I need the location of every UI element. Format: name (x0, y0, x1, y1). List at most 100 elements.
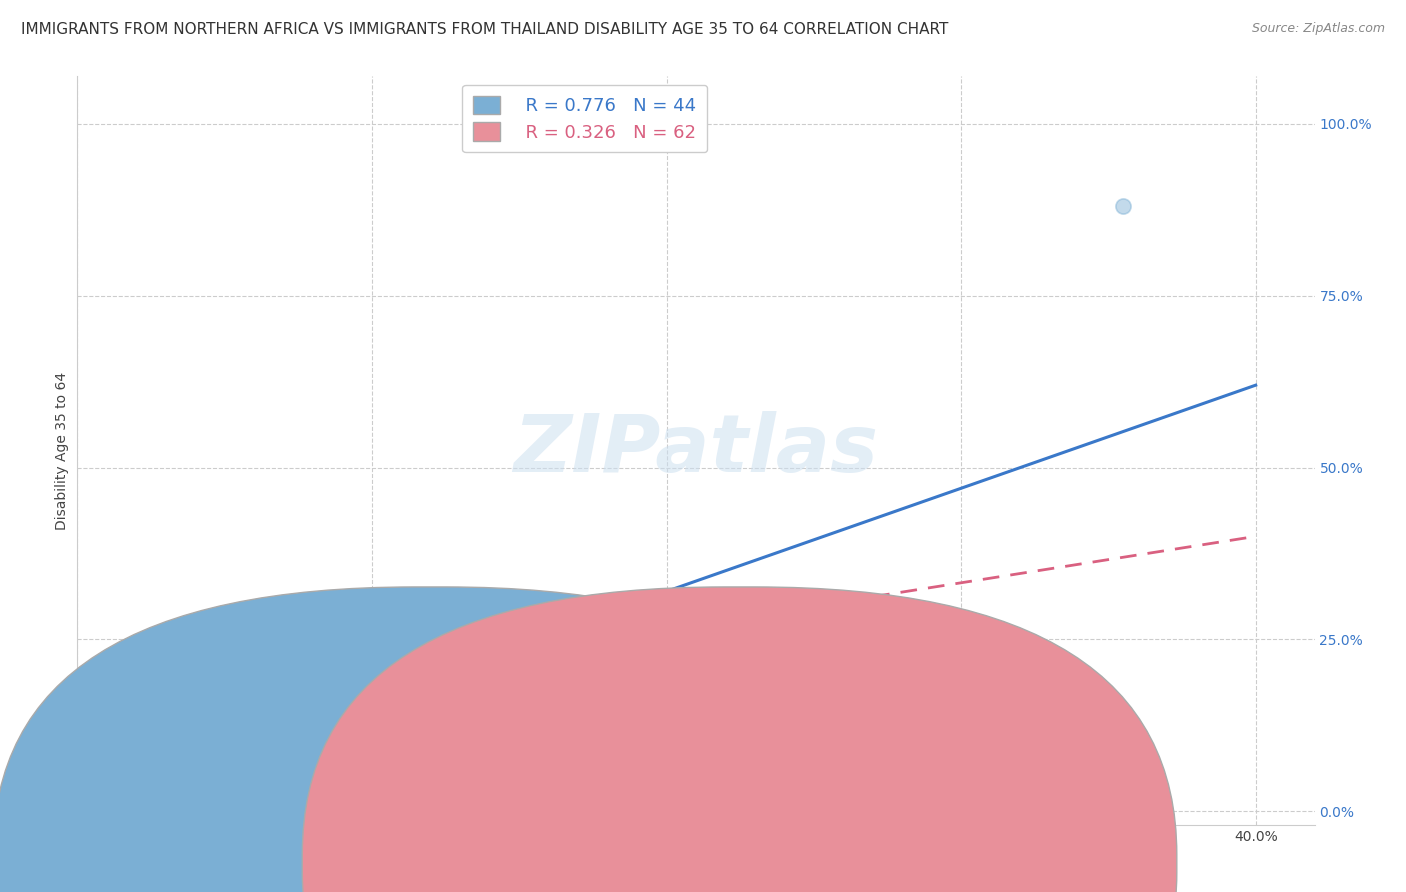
Point (382, 720, 405, 734)
Point (77, 786, 100, 800)
Point (574, 735, 596, 749)
Point (124, 750, 146, 764)
Point (132, 760, 155, 774)
Point (891, 641, 914, 656)
Point (79, 753, 101, 767)
Point (434, 701, 457, 715)
Point (474, 772, 496, 787)
Point (180, 739, 202, 753)
Point (278, 737, 301, 751)
Point (72, 759, 94, 773)
Point (73, 739, 96, 754)
Point (485, 770, 508, 784)
Point (83, 797, 105, 812)
Point (79, 797, 101, 812)
Point (111, 743, 134, 757)
Point (86, 764, 108, 778)
Point (91, 797, 114, 812)
Text: ZIPatlas: ZIPatlas (513, 411, 879, 490)
Point (278, 797, 301, 812)
Point (148, 797, 170, 812)
Point (93, 787, 115, 801)
Point (69, 756, 91, 771)
Point (117, 739, 139, 753)
Point (101, 789, 124, 804)
Point (1112, 199, 1135, 213)
Point (404, 741, 426, 756)
Point (69, 749, 91, 764)
Point (134, 797, 156, 812)
Point (509, 640, 531, 655)
Point (121, 741, 143, 756)
Text: Immigrants from Thailand: Immigrants from Thailand (766, 858, 946, 872)
Point (515, 765, 537, 780)
Point (214, 797, 236, 812)
Point (891, 726, 914, 740)
Point (924, 720, 946, 734)
Point (596, 694, 619, 708)
Point (136, 719, 159, 733)
Point (107, 777, 129, 791)
Point (696, 674, 718, 689)
Point (91, 792, 114, 806)
Point (581, 696, 603, 710)
Point (82, 795, 104, 809)
Point (797, 723, 820, 738)
Point (325, 743, 347, 757)
Point (472, 720, 495, 734)
Point (89, 720, 111, 734)
Point (120, 780, 142, 794)
Point (619, 666, 641, 681)
Point (572, 752, 595, 766)
Point (135, 739, 157, 753)
Point (128, 749, 150, 764)
Point (205, 766, 228, 780)
Point (156, 761, 179, 775)
Point (79, 685, 101, 699)
Point (166, 759, 188, 773)
Point (418, 783, 440, 797)
Point (94, 697, 117, 711)
Point (209, 772, 232, 786)
Point (537, 739, 560, 754)
Point (506, 690, 529, 704)
Text: IMMIGRANTS FROM NORTHERN AFRICA VS IMMIGRANTS FROM THAILAND DISABILITY AGE 35 TO: IMMIGRANTS FROM NORTHERN AFRICA VS IMMIG… (21, 22, 949, 37)
Point (714, 693, 737, 707)
Text: Immigrants from Northern Africa: Immigrants from Northern Africa (457, 858, 683, 872)
Point (180, 739, 202, 753)
Point (832, 691, 855, 706)
Point (950, 689, 973, 703)
Point (188, 731, 211, 745)
Point (125, 719, 148, 733)
Point (69, 770, 91, 784)
Point (163, 699, 186, 714)
Point (803, 684, 825, 698)
Point (288, 701, 311, 715)
Point (134, 797, 156, 812)
Y-axis label: Disability Age 35 to 64: Disability Age 35 to 64 (55, 371, 69, 530)
Point (200, 665, 222, 679)
Point (96, 794, 118, 808)
Point (419, 714, 441, 729)
Point (675, 723, 697, 738)
Point (108, 763, 131, 777)
Point (73, 797, 96, 812)
Point (122, 721, 145, 735)
Point (260, 689, 283, 703)
Point (481, 693, 503, 707)
Point (82, 797, 104, 812)
Point (347, 751, 370, 765)
Point (752, 797, 775, 812)
Point (269, 756, 291, 770)
Point (108, 677, 131, 691)
Point (330, 797, 353, 812)
Point (172, 738, 194, 752)
Point (100, 756, 122, 771)
Legend:   R = 0.776   N = 44,   R = 0.326   N = 62: R = 0.776 N = 44, R = 0.326 N = 62 (463, 85, 707, 153)
Point (107, 688, 129, 702)
Point (156, 797, 179, 811)
Point (84, 783, 107, 797)
Point (714, 728, 737, 742)
Point (132, 731, 155, 745)
Point (567, 738, 589, 752)
